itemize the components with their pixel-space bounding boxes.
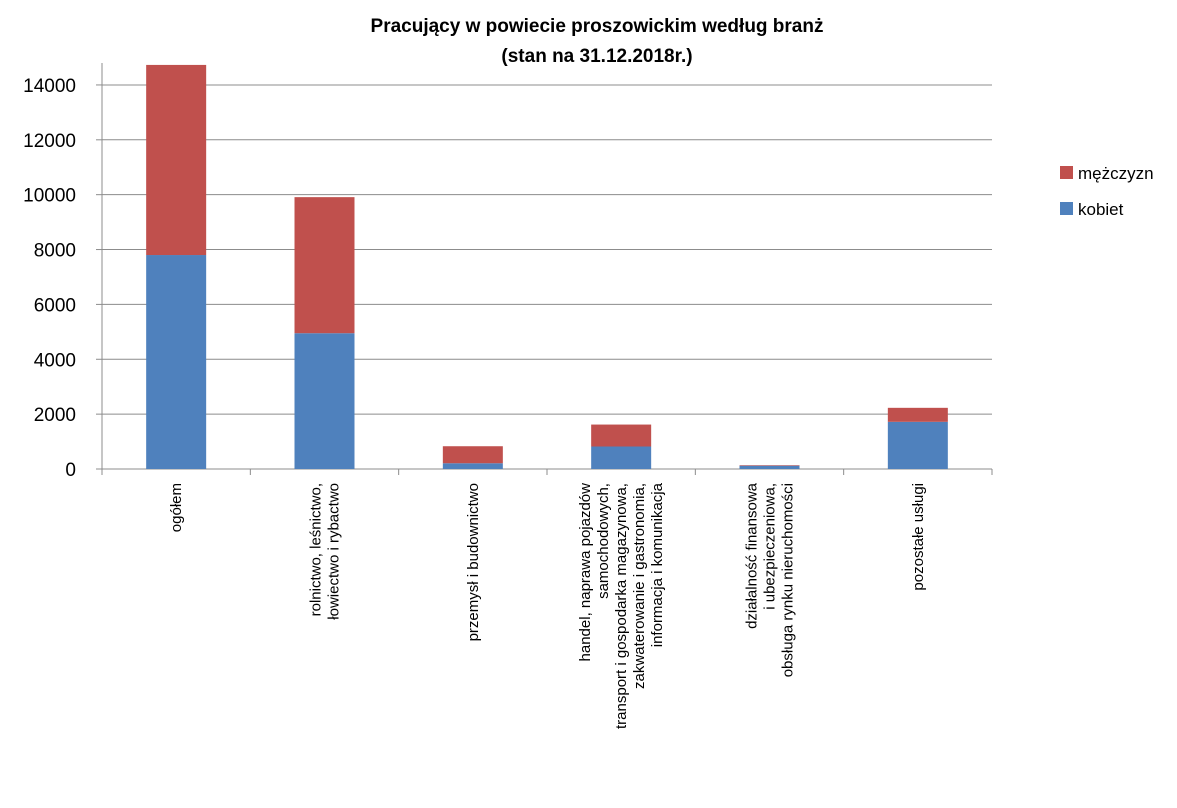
- category-label: i ubezpieczeniowa,: [762, 483, 779, 610]
- legend-label: mężczyzn: [1078, 164, 1154, 183]
- bar-kobiet: [887, 421, 948, 469]
- bar-mężczyzn: [146, 64, 207, 256]
- category-label: handel, naprawa pojazdów: [577, 483, 594, 662]
- legend-swatch-mężczyzn: [1060, 166, 1073, 179]
- category-label: łowiectwo i rybactwo: [326, 483, 343, 620]
- chart-title-line: (stan na 31.12.2018r.): [501, 46, 692, 67]
- category-label: przemysł i budownictwo: [465, 483, 482, 641]
- bar-mężczyzn: [591, 424, 652, 447]
- bar-kobiet: [739, 465, 800, 469]
- bar-kobiet: [146, 255, 207, 469]
- bar-kobiet: [591, 446, 652, 469]
- bar-kobiet: [294, 333, 355, 469]
- y-tick-label: 6000: [34, 295, 76, 316]
- y-tick-label: 12000: [23, 131, 76, 152]
- legend-label: kobiet: [1078, 200, 1124, 219]
- category-label: zakwaterowanie i gastronomia,: [631, 483, 648, 689]
- category-label: samochodowych,: [595, 483, 612, 599]
- y-tick-label: 0: [65, 460, 76, 481]
- category-label: informacja i komunikacja: [649, 482, 666, 647]
- bar-mężczyzn: [294, 197, 355, 334]
- y-tick-label: 10000: [23, 186, 76, 207]
- bar-mężczyzn: [739, 465, 800, 466]
- category-label: transport i gospodarka magazynowa,: [613, 483, 630, 729]
- bar-mężczyzn: [887, 407, 948, 422]
- category-label: ogółem: [168, 483, 185, 532]
- bar-kobiet: [442, 463, 503, 469]
- category-label: pozostałe usługi: [910, 483, 927, 591]
- y-tick-label: 2000: [34, 405, 76, 426]
- y-tick-label: 8000: [34, 241, 76, 262]
- y-tick-label: 4000: [34, 350, 76, 371]
- y-tick-label: 14000: [23, 76, 76, 97]
- category-label: rolnictwo, leśnictwo,: [308, 483, 325, 616]
- chart-title-line: Pracujący w powiecie proszowickim według…: [371, 16, 824, 37]
- category-label: obsługa rynku nieruchomości: [780, 483, 797, 677]
- legend-swatch-kobiet: [1060, 202, 1073, 215]
- category-label: działalność finansowa: [744, 482, 761, 629]
- bar-mężczyzn: [442, 446, 503, 464]
